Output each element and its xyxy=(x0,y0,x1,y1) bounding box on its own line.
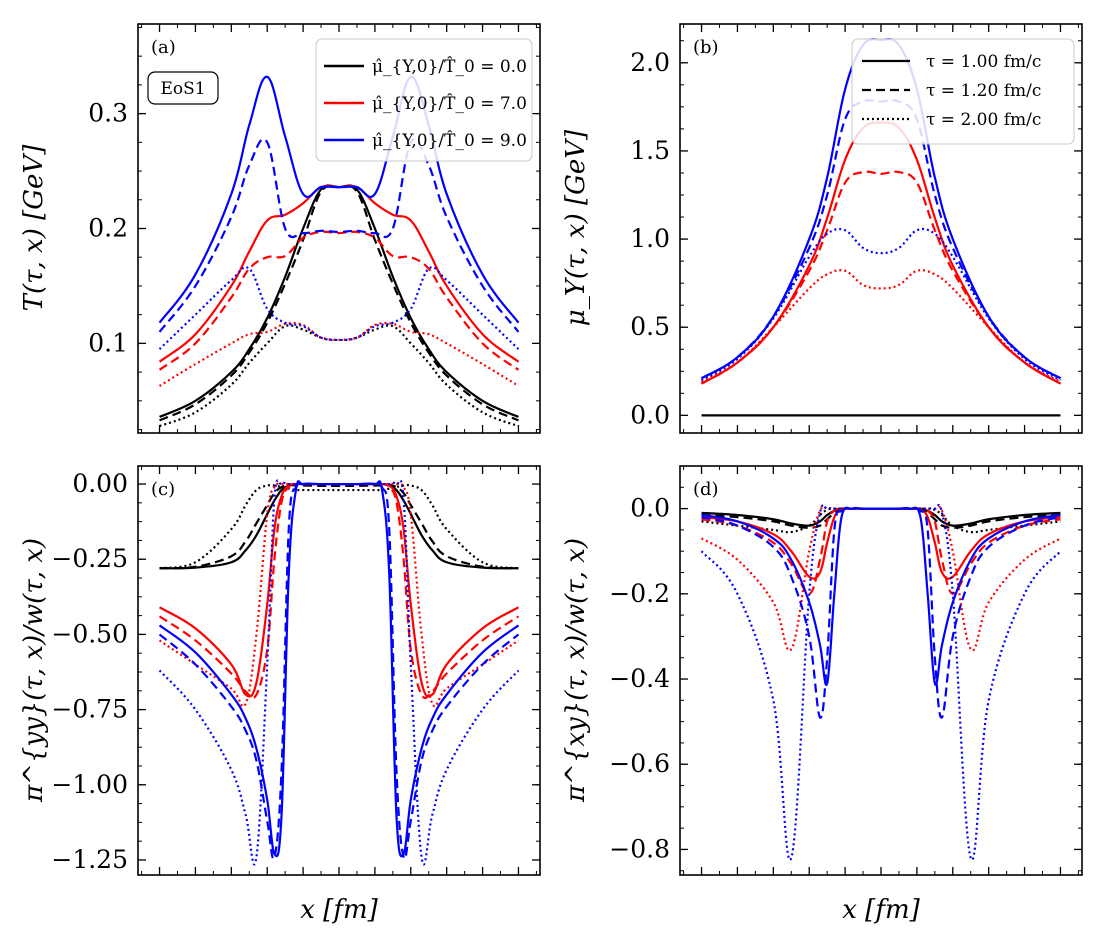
panel-c-series-ratio-9.0-tau-1.00 xyxy=(158,480,520,858)
eos-label: EoS1 xyxy=(160,79,205,99)
panel-a-series-ratio-7.0-tau-2.00 xyxy=(158,321,520,387)
panel-d-series-ratio-7.0-tau-1.00 xyxy=(701,507,1061,580)
legend-label-ratio-7: μ̂_{Y,0}/T̂_0 = 7.0 xyxy=(372,94,527,114)
panel-c-ytick-label: −0.75 xyxy=(51,695,128,724)
panel-c-series-ratio-9.0-tau-2.00 xyxy=(158,479,520,866)
tick-labels-layer: 0.1 0.2 0.3 0.0 0.5 1.0 1.5 2.0 −1.25 −1.00 −0.75 −… xyxy=(51,48,670,874)
panel-d-series-ratio-9.0-tau-2.00 xyxy=(700,503,1062,861)
panel-c-series-ratio-9.0-tau-1.20 xyxy=(158,481,520,860)
panel-d-ytick-label: −0.6 xyxy=(609,749,670,778)
panel-a-series-ratio-9.0-tau-2.00 xyxy=(158,266,520,350)
panel-b-ytick-label: 1.5 xyxy=(630,136,670,165)
panel-d-ytick-label: −0.8 xyxy=(609,834,670,863)
legend-times-box xyxy=(851,38,1075,145)
panel-d-ytick-label: −0.4 xyxy=(609,664,670,693)
legend-times: τ = 1.00 fm/c τ = 1.20 fm/c τ = 2.00 fm/… xyxy=(851,38,1075,145)
panel-c-xlabel: x [fm] xyxy=(300,895,378,925)
panel-a-ytick-label: 0.3 xyxy=(88,99,128,128)
legend-label-ratio-9: μ̂_{Y,0}/T̂_0 = 9.0 xyxy=(372,131,527,151)
panel-c-ytick-label: −0.25 xyxy=(51,544,128,573)
panel-b-ylabel: μ_Y(τ, x) [GeV] xyxy=(561,129,591,326)
legend-ratios-box xyxy=(315,38,533,162)
panel-a-series-ratio-7.0-tau-1.00 xyxy=(158,184,520,363)
panel-c-series-ratio-0.0-tau-2.00 xyxy=(159,484,519,570)
panel-b-series-ratio-9.0-tau-2.00 xyxy=(700,227,1062,382)
panel-b-series-ratio-7.0-tau-2.00 xyxy=(701,269,1061,383)
panel-c-ytick-label: −0.50 xyxy=(51,619,128,648)
panel-d-series-ratio-0.0-tau-1.00 xyxy=(701,507,1061,527)
panel-d-ytick-label: 0.0 xyxy=(630,494,670,523)
eos-box xyxy=(147,71,219,105)
panel-a-ytick-label: 0.2 xyxy=(88,214,128,243)
panel-c-ytick-label: −1.00 xyxy=(51,770,128,799)
panel-a-series-ratio-9.0-tau-1.20 xyxy=(158,138,520,333)
legend-ratios: μ̂_{Y,0}/T̂_0 = 0.0 μ̂_{Y,0}/T̂_0 = 7.0 … xyxy=(315,38,533,162)
panel-d-series-ratio-0.0-tau-1.20 xyxy=(701,507,1061,529)
legend-label-ratio-0: μ̂_{Y,0}/T̂_0 = 0.0 xyxy=(372,57,527,77)
panel-b-ytick-label: 0.5 xyxy=(630,312,670,341)
panel-d-series-ratio-0.0-tau-2.00 xyxy=(701,507,1061,534)
panel-b-ytick-label: 2.0 xyxy=(630,48,670,77)
panel-d-series-ratio-9.0-tau-1.20 xyxy=(701,507,1061,719)
legend-label-tau-120: τ = 1.20 fm/c xyxy=(926,81,1041,101)
panel-b-ytick-label: 1.0 xyxy=(630,224,670,253)
panel-a-tag: (a) xyxy=(151,37,176,58)
panel-c-series-ratio-0.0-tau-1.00 xyxy=(159,482,519,570)
panel-c-tag: (c) xyxy=(151,479,175,500)
panel-c-ylabel: π^{yy}(τ, x)/w(τ, x) xyxy=(19,538,49,803)
panel-a-series-ratio-7.0-tau-1.20 xyxy=(158,230,520,371)
panel-c-ytick-label: 0.00 xyxy=(72,469,128,498)
panel-d-xlabel: x [fm] xyxy=(842,895,920,925)
panel-d-ytick-label: −0.2 xyxy=(609,579,670,608)
legend-label-tau-200: τ = 2.00 fm/c xyxy=(926,110,1041,130)
curves-layer xyxy=(158,38,1062,866)
panel-c-frame xyxy=(137,465,541,876)
ticks-layer xyxy=(138,24,1082,875)
panel-b-ytick-label: 0.0 xyxy=(630,400,670,429)
panel-b-series-ratio-7.0-tau-1.20 xyxy=(700,170,1062,385)
panel-c-ytick-label: −1.25 xyxy=(51,845,128,874)
panel-d-ylabel: π^{xy}(τ, x)/w(τ, x) xyxy=(561,538,591,803)
legend-label-tau-100: τ = 1.00 fm/c xyxy=(926,52,1041,72)
panel-b-tag: (b) xyxy=(693,37,719,58)
panel-a-ylabel: T(τ, x) [GeV] xyxy=(19,144,49,312)
panel-a-series-ratio-0.0-tau-2.00 xyxy=(159,324,519,428)
panel-d-tag: (d) xyxy=(693,479,719,500)
panel-c-series-ratio-7.0-tau-1.20 xyxy=(158,482,520,700)
panel-c-series-ratio-0.0-tau-1.20 xyxy=(159,483,519,570)
panel-a-series-ratio-0.0-tau-1.00 xyxy=(159,184,519,418)
panel-d-series-ratio-7.0-tau-1.20 xyxy=(701,507,1061,595)
panel-a-ytick-label: 0.1 xyxy=(88,328,128,357)
panel-a-series-ratio-0.0-tau-1.20 xyxy=(159,184,519,422)
panel-c-series-ratio-7.0-tau-1.00 xyxy=(158,482,520,698)
